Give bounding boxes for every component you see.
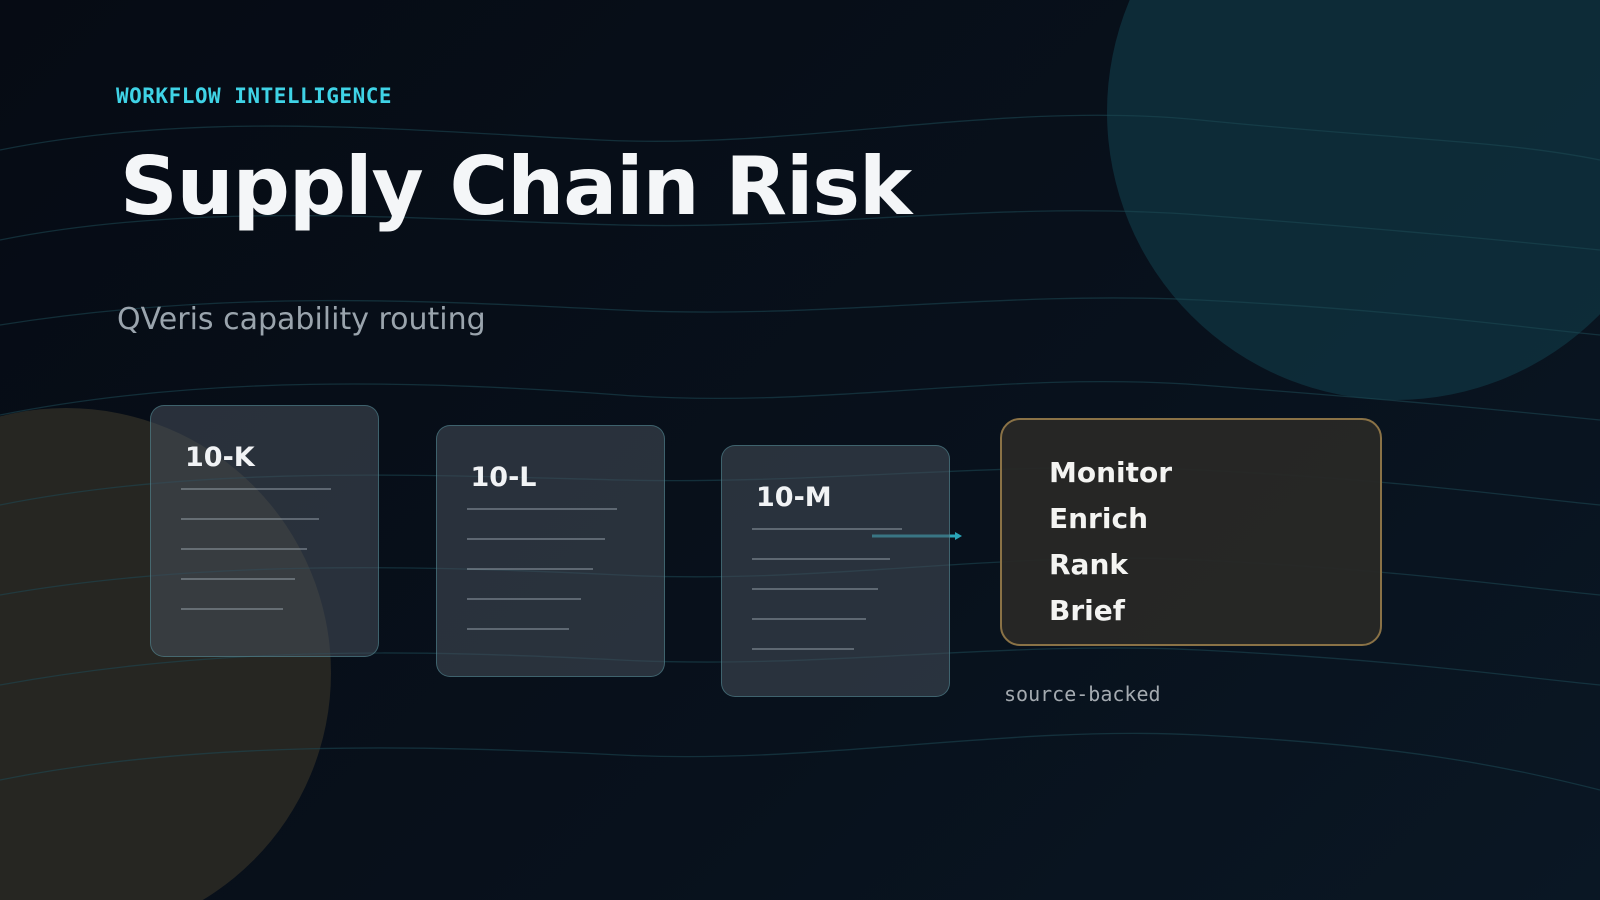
step-label: Monitor: [1049, 456, 1173, 489]
text-line: [181, 518, 319, 520]
text-line: [466, 538, 605, 540]
text-line: [752, 648, 854, 650]
note: source-backed: [1004, 682, 1161, 706]
text-line: [752, 528, 902, 530]
text-line: [752, 558, 890, 560]
title: Supply Chain Risk: [120, 140, 912, 233]
text-line: [466, 508, 617, 510]
document-card: 10-M: [721, 445, 950, 697]
document-card: 10-K: [150, 405, 379, 657]
document-label: 10-K: [185, 442, 255, 473]
steps-panel: Monitor Enrich Rank Brief: [1000, 418, 1382, 646]
text-line: [466, 568, 593, 570]
text-line: [181, 578, 295, 580]
subtitle: QVeris capability routing: [117, 302, 486, 337]
step-label: Enrich: [1049, 502, 1148, 535]
text-line: [752, 618, 866, 620]
text-line: [466, 598, 581, 600]
eyebrow: WORKFLOW INTELLIGENCE: [116, 84, 393, 108]
step-label: Rank: [1049, 548, 1129, 581]
text-line: [181, 488, 331, 490]
text-line: [181, 548, 307, 550]
text-line: [181, 608, 283, 610]
text-line: [752, 588, 878, 590]
document-label: 10-M: [756, 482, 832, 513]
step-label: Brief: [1049, 594, 1125, 627]
document-card: 10-L: [435, 425, 665, 677]
decor-circle: [1107, 0, 1600, 400]
arrowhead: [955, 532, 962, 540]
text-line: [466, 628, 569, 630]
document-label: 10-L: [470, 462, 537, 493]
